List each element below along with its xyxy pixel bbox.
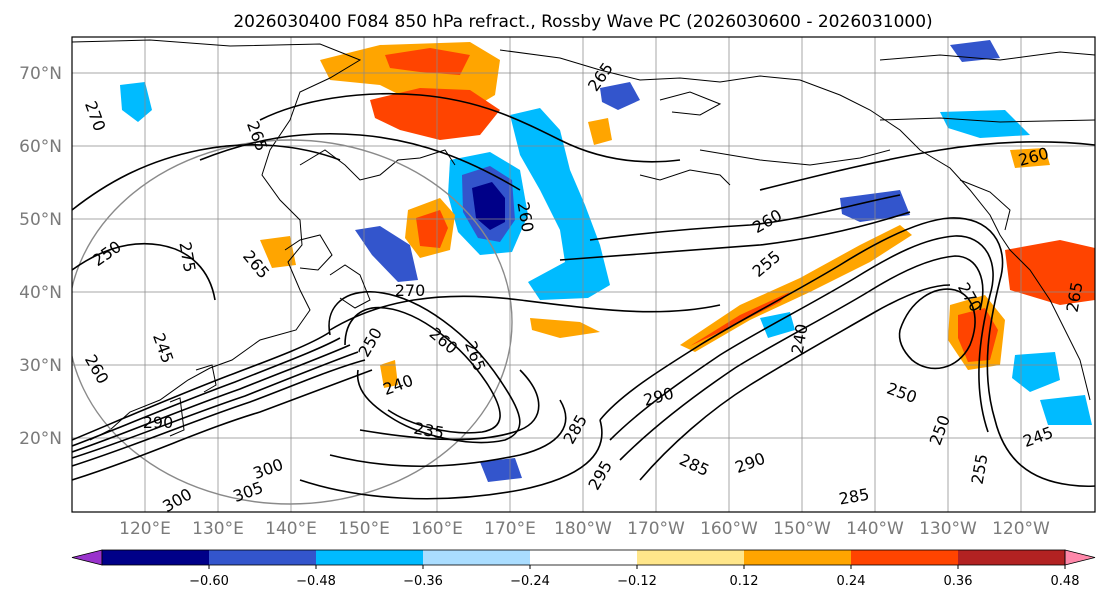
plot-title: 2026030400 F084 850 hPa refract., Rossby… xyxy=(233,12,932,32)
contour-label: 290 xyxy=(143,413,174,432)
lon-tick-label: 150°E xyxy=(338,519,390,539)
shade-blue-ne xyxy=(940,110,1030,138)
colorbar-tick-label: −0.48 xyxy=(296,574,336,589)
anomaly-shading xyxy=(120,40,1095,482)
shade-red-east xyxy=(1005,240,1095,305)
shade-blue-west xyxy=(355,226,418,282)
shade-navy-center xyxy=(472,182,505,230)
lon-axis: 120°E 130°E 140°E 150°E 160°E 170°E 180°… xyxy=(119,519,1050,539)
colorbar-extend-high xyxy=(1064,549,1096,566)
colorbar-segment xyxy=(958,550,1066,565)
shade-blue-nw xyxy=(120,82,152,122)
lon-tick-label: 150°W xyxy=(773,519,831,539)
lon-tick-label: 160°E xyxy=(411,519,463,539)
map-panel: 265 265 270 260 260 255 250 250 245 240 … xyxy=(72,37,1095,512)
shade-orange-small2 xyxy=(1010,148,1050,168)
colorbar-tick-label: −0.60 xyxy=(189,574,229,589)
radius-ring xyxy=(72,139,513,505)
colorbar-tick-label: 0.12 xyxy=(730,574,759,589)
shade-red-north xyxy=(385,48,470,75)
lat-tick-label: 30°N xyxy=(19,356,62,376)
lon-tick-label: 170°E xyxy=(484,519,536,539)
colorbar: −0.60 −0.48 −0.36 −0.24 −0.12 0.12 0.24 0.36 0.4… xyxy=(71,549,1096,589)
colorbar-segment xyxy=(316,550,424,565)
lat-axis: 70°N 60°N 50°N 40°N 30°N 20°N xyxy=(19,64,62,449)
lon-tick-label: 140°W xyxy=(846,519,904,539)
colorbar-segment xyxy=(209,550,317,565)
lat-tick-label: 70°N xyxy=(19,64,62,84)
lat-tick-label: 40°N xyxy=(19,283,62,303)
shade-orange-small xyxy=(588,118,612,145)
shade-blue-n2 xyxy=(600,82,640,110)
colorbar-tick-label: 0.36 xyxy=(944,574,973,589)
colorbar-segment xyxy=(530,550,638,565)
colorbar-tick-label: 0.48 xyxy=(1051,574,1080,589)
shade-blue-se xyxy=(1012,352,1060,392)
lat-tick-label: 60°N xyxy=(19,137,62,157)
lon-tick-label: 130°E xyxy=(192,519,244,539)
colorbar-tick-label: −0.24 xyxy=(510,574,550,589)
lon-tick-label: 120°E xyxy=(119,519,171,539)
colorbar-segment xyxy=(744,550,852,565)
colorbar-segment xyxy=(423,550,531,565)
shade-blue-south xyxy=(480,458,522,482)
shade-red-jet xyxy=(690,292,790,346)
lon-tick-label: 170°W xyxy=(627,519,685,539)
shade-orange-small3 xyxy=(380,360,398,388)
lon-tick-label: 140°E xyxy=(265,519,317,539)
lon-tick-label: 160°W xyxy=(700,519,758,539)
shade-blue-small xyxy=(760,312,795,338)
colorbar-segment xyxy=(102,550,210,565)
lon-tick-label: 120°W xyxy=(992,519,1050,539)
map-frame xyxy=(71,36,1096,513)
shade-red-ne xyxy=(370,88,500,140)
colorbar-segment xyxy=(637,550,745,565)
shade-blue-se2 xyxy=(1040,395,1092,425)
colorbar-tick-label: −0.36 xyxy=(403,574,443,589)
lat-tick-label: 50°N xyxy=(19,210,62,230)
shade-blue-strip xyxy=(510,108,610,300)
contour-label: 270 xyxy=(395,281,426,300)
colorbar-extend-low xyxy=(71,549,103,566)
colorbar-outline xyxy=(101,549,1066,566)
lon-tick-label: 180°W xyxy=(554,519,612,539)
contours xyxy=(72,92,1095,500)
colorbar-tick-label: 0.24 xyxy=(837,574,866,589)
colorbar-tick-label: −0.12 xyxy=(617,574,657,589)
coastlines xyxy=(72,39,1095,441)
colorbar-segment xyxy=(851,550,959,565)
lat-tick-label: 20°N xyxy=(19,429,62,449)
shade-orange-japan xyxy=(260,236,296,268)
lon-tick-label: 130°W xyxy=(919,519,977,539)
